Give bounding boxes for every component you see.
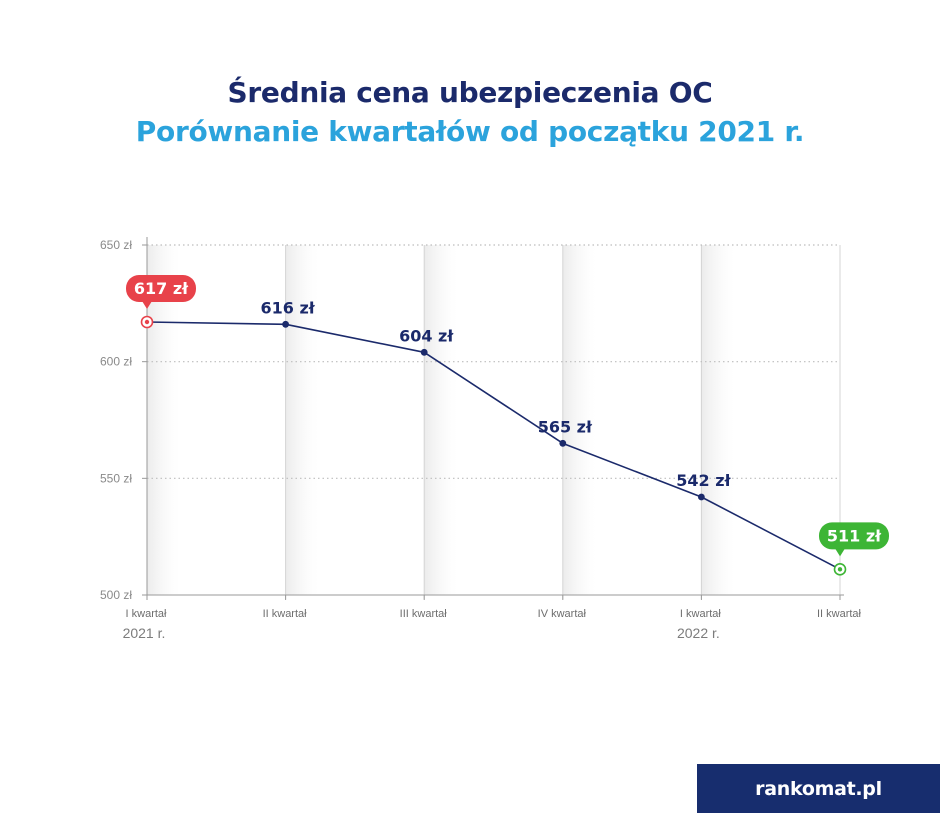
value-badge-label: 511 zł bbox=[827, 526, 882, 545]
x-tick-label: I kwartał bbox=[126, 608, 168, 620]
value-badge-pointer bbox=[835, 548, 845, 557]
value-badge-label: 617 zł bbox=[134, 279, 189, 298]
data-point bbox=[698, 493, 705, 501]
highlight-point-center bbox=[837, 567, 843, 572]
data-label: 616 zł bbox=[260, 298, 315, 317]
brand-logo: rankomat.pl bbox=[755, 777, 882, 800]
highlight-point-center bbox=[144, 319, 150, 325]
data-point bbox=[559, 439, 567, 447]
x-tick-label: II kwartał bbox=[263, 608, 308, 620]
column-shade bbox=[701, 245, 738, 595]
y-tick-label: 550 zł bbox=[100, 471, 132, 485]
line-chart: 650 zł 600 zł 550 zł 500 zł I kwartał 2021 r.… bbox=[100, 237, 889, 641]
column-shade bbox=[562, 245, 599, 595]
chart-title: Średnia cena ubezpieczenia OC bbox=[227, 76, 713, 109]
data-point bbox=[282, 320, 289, 328]
x-year-label: 2021 r. bbox=[123, 625, 166, 641]
x-tick-label: I kwartał bbox=[680, 608, 722, 620]
x-tick-label: IV kwartał bbox=[538, 608, 587, 620]
value-badge bbox=[126, 275, 196, 302]
value-badge bbox=[819, 522, 889, 550]
y-tick-label: 500 zł bbox=[100, 588, 132, 602]
x-tick-label: II kwartał bbox=[817, 608, 862, 620]
chart-subtitle: Porównanie kwartałów od początku 2021 r. bbox=[135, 115, 805, 148]
data-point bbox=[420, 348, 428, 356]
data-label: 565 zł bbox=[538, 417, 593, 436]
column-shade bbox=[147, 245, 184, 595]
data-label: 542 zł bbox=[676, 471, 731, 490]
data-label: 604 zł bbox=[399, 326, 454, 345]
y-tick-label: 650 zł bbox=[100, 238, 132, 252]
brand-footer: rankomat.pl bbox=[697, 764, 940, 813]
column-shade bbox=[424, 245, 461, 595]
x-year-label: 2022 r. bbox=[677, 625, 720, 641]
y-tick-label: 600 zł bbox=[100, 355, 132, 369]
column-shade bbox=[285, 245, 322, 595]
x-tick-label: III kwartał bbox=[400, 608, 448, 620]
value-badge-pointer bbox=[142, 301, 152, 309]
series-line bbox=[146, 321, 841, 571]
